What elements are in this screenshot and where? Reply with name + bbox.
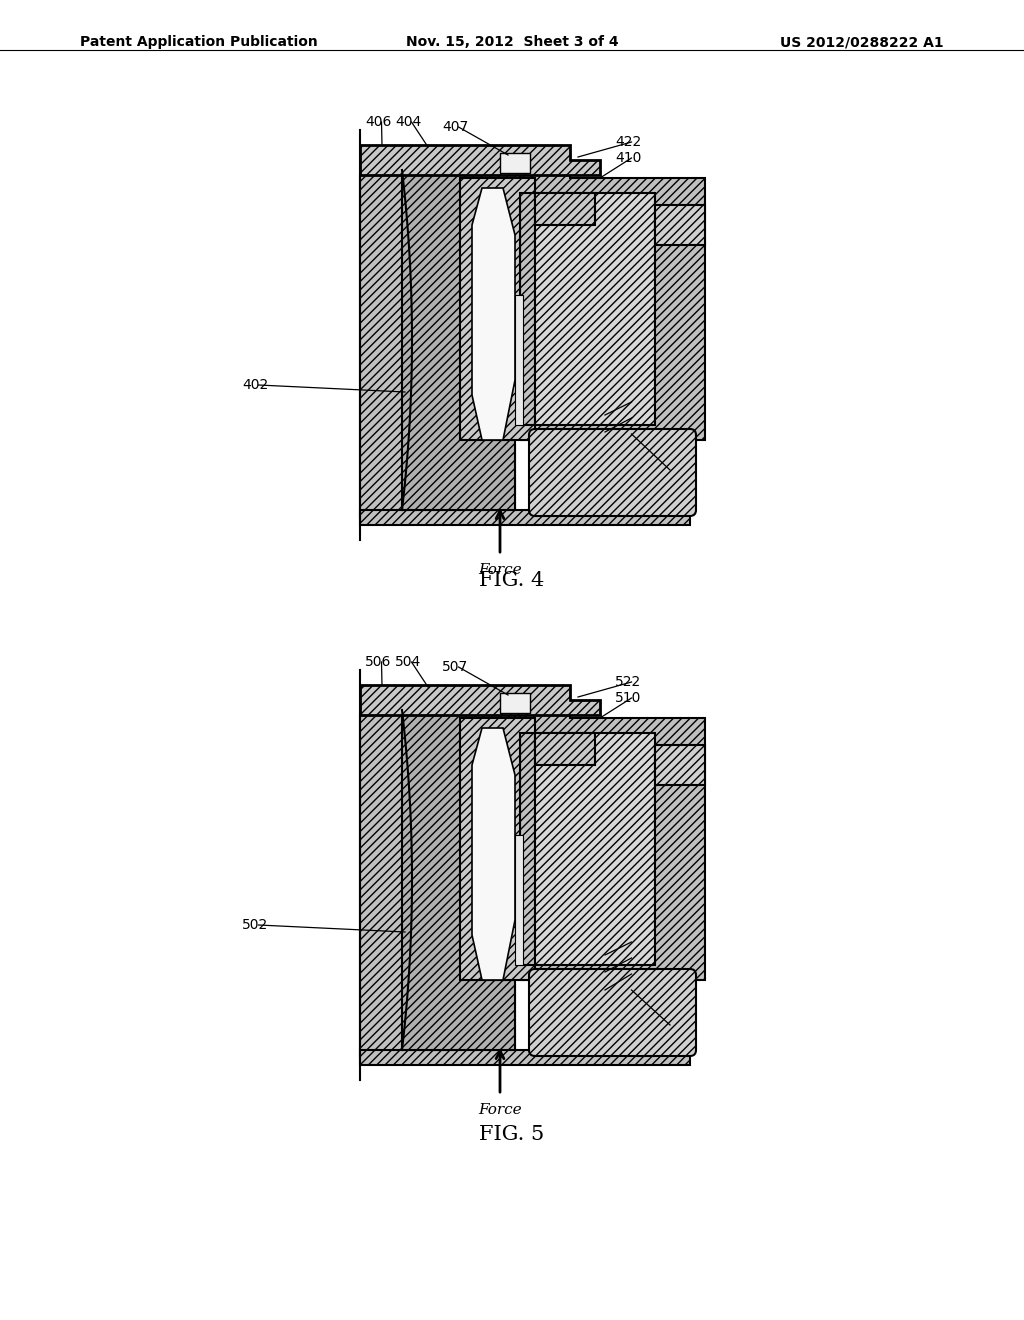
Polygon shape bbox=[360, 510, 690, 525]
Text: 510: 510 bbox=[615, 690, 641, 705]
Text: 406: 406 bbox=[365, 115, 391, 129]
Text: 428: 428 bbox=[615, 411, 641, 425]
Text: 402: 402 bbox=[242, 378, 268, 392]
Polygon shape bbox=[360, 1049, 690, 1065]
Polygon shape bbox=[402, 170, 515, 510]
Polygon shape bbox=[535, 193, 655, 425]
Polygon shape bbox=[460, 718, 535, 979]
Bar bbox=[515, 836, 523, 965]
Text: 504: 504 bbox=[395, 655, 421, 669]
Polygon shape bbox=[472, 187, 515, 440]
Polygon shape bbox=[402, 710, 515, 1049]
Text: 410: 410 bbox=[615, 150, 641, 165]
Text: 507: 507 bbox=[442, 660, 468, 675]
Bar bbox=[535, 193, 595, 224]
FancyBboxPatch shape bbox=[529, 429, 696, 516]
Text: 508: 508 bbox=[615, 935, 641, 949]
Bar bbox=[500, 693, 530, 713]
Polygon shape bbox=[360, 145, 600, 176]
Text: 528: 528 bbox=[615, 950, 641, 965]
Polygon shape bbox=[520, 700, 705, 979]
Text: 502: 502 bbox=[242, 917, 268, 932]
Text: US 2012/0288222 A1: US 2012/0288222 A1 bbox=[780, 36, 944, 49]
FancyBboxPatch shape bbox=[529, 969, 696, 1056]
Text: FIG. 4: FIG. 4 bbox=[479, 570, 545, 590]
Polygon shape bbox=[655, 744, 705, 785]
Text: Force: Force bbox=[478, 1104, 522, 1117]
Bar bbox=[515, 294, 523, 425]
Polygon shape bbox=[472, 729, 515, 979]
Text: Nov. 15, 2012  Sheet 3 of 4: Nov. 15, 2012 Sheet 3 of 4 bbox=[406, 36, 618, 49]
Polygon shape bbox=[360, 685, 600, 715]
Text: 407: 407 bbox=[442, 120, 468, 135]
Text: 404: 404 bbox=[395, 115, 421, 129]
Text: 415: 415 bbox=[615, 426, 641, 441]
Text: Patent Application Publication: Patent Application Publication bbox=[80, 36, 317, 49]
Text: 522: 522 bbox=[615, 675, 641, 689]
Polygon shape bbox=[460, 178, 535, 440]
Text: 550: 550 bbox=[615, 968, 641, 981]
Text: 515: 515 bbox=[615, 983, 641, 997]
Bar bbox=[535, 733, 595, 766]
Polygon shape bbox=[360, 176, 515, 517]
Polygon shape bbox=[655, 205, 705, 246]
Text: 408: 408 bbox=[615, 395, 641, 409]
Text: Force: Force bbox=[478, 564, 522, 577]
Text: 422: 422 bbox=[615, 135, 641, 149]
Polygon shape bbox=[535, 733, 655, 965]
Text: FIG. 5: FIG. 5 bbox=[479, 1126, 545, 1144]
Polygon shape bbox=[360, 715, 515, 1057]
Text: 506: 506 bbox=[365, 655, 391, 669]
Polygon shape bbox=[520, 160, 705, 440]
Bar bbox=[500, 153, 530, 173]
